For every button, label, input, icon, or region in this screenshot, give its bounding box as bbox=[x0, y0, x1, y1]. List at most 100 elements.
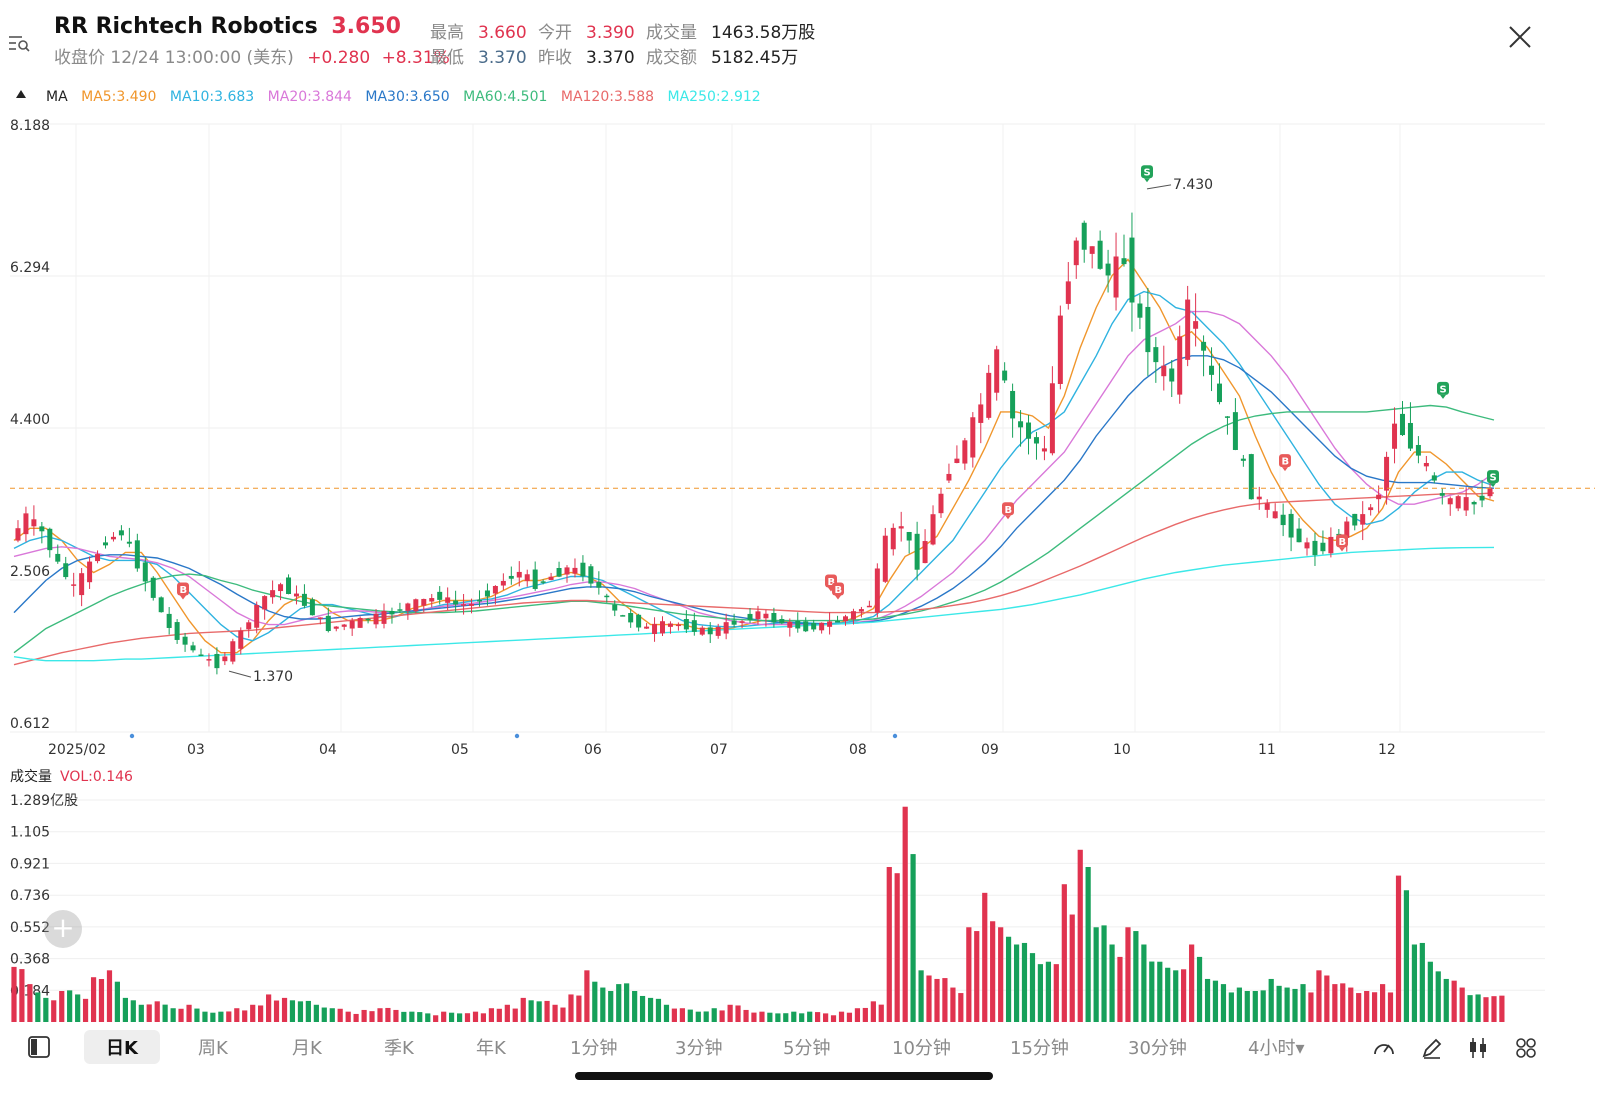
volume-bar bbox=[43, 997, 49, 1022]
candle bbox=[1423, 462, 1429, 467]
candle bbox=[39, 526, 45, 532]
search-list-icon[interactable] bbox=[8, 34, 30, 52]
volume-bar bbox=[783, 1013, 789, 1022]
volume-bar bbox=[480, 1013, 487, 1022]
candle bbox=[715, 627, 721, 636]
candle bbox=[63, 563, 69, 578]
volume-bar bbox=[966, 927, 972, 1022]
candle bbox=[373, 613, 379, 625]
period-tab[interactable]: 1分钟 bbox=[570, 1038, 618, 1059]
volume-bar bbox=[82, 998, 89, 1022]
buy-marker bbox=[1002, 502, 1014, 516]
candle bbox=[659, 621, 665, 634]
volume-bar bbox=[647, 997, 654, 1022]
volume-bar bbox=[838, 1011, 845, 1022]
candle bbox=[301, 593, 307, 606]
volume-bar bbox=[98, 979, 105, 1022]
volume-bar bbox=[1005, 936, 1012, 1022]
candle bbox=[182, 636, 188, 645]
volume-bar bbox=[1395, 875, 1402, 1022]
period-tab[interactable]: 30分钟 bbox=[1128, 1038, 1187, 1059]
volume-bar bbox=[711, 1008, 717, 1022]
add-indicator-button[interactable]: + bbox=[44, 910, 82, 948]
ma30-value: MA30:3.650 bbox=[365, 89, 450, 105]
x-tick-label: 05 bbox=[451, 742, 469, 758]
period-tab[interactable]: 季K bbox=[384, 1038, 414, 1059]
period-tab[interactable]: 周K bbox=[198, 1038, 228, 1059]
x-tick-label: 10 bbox=[1113, 742, 1131, 758]
volume-y-tick: 0.921 bbox=[10, 856, 50, 872]
stat-high: 最高 3.660 bbox=[430, 23, 527, 43]
volume-bar bbox=[687, 1009, 693, 1022]
sell-marker bbox=[1487, 470, 1499, 484]
layout-panel-icon[interactable] bbox=[28, 1036, 50, 1058]
candle bbox=[691, 620, 697, 632]
close-icon[interactable] bbox=[1505, 22, 1535, 52]
volume-bar bbox=[735, 1005, 741, 1022]
candle bbox=[532, 569, 538, 589]
volume-bar bbox=[385, 1007, 391, 1022]
period-tab[interactable]: 日K bbox=[84, 1030, 160, 1064]
period-tab[interactable]: 10分钟 bbox=[892, 1038, 951, 1059]
candle bbox=[819, 622, 825, 631]
candlestick-chart[interactable]: 8.188 6.294 4.400 2.506 0.612 2025/02 03 04 05 06… bbox=[0, 112, 1600, 764]
draw-pen-icon[interactable] bbox=[1420, 1036, 1444, 1060]
period-tab[interactable]: 4小时▾ bbox=[1248, 1038, 1305, 1059]
buy-marker bbox=[832, 582, 844, 596]
grid-menu-icon[interactable] bbox=[1514, 1036, 1538, 1060]
candle bbox=[1216, 383, 1222, 403]
volume-bar bbox=[600, 987, 606, 1022]
candle bbox=[1304, 542, 1310, 549]
candle bbox=[755, 611, 761, 620]
candle bbox=[612, 604, 618, 611]
volume-bar bbox=[719, 1010, 725, 1022]
candle bbox=[556, 568, 562, 577]
period-tab[interactable]: 年K bbox=[476, 1038, 506, 1059]
volume-bar bbox=[1300, 984, 1306, 1022]
volume-bar bbox=[1013, 944, 1020, 1022]
ma250-value: MA250:2.912 bbox=[667, 89, 761, 105]
event-dot bbox=[129, 733, 135, 739]
volume-bar bbox=[1324, 975, 1330, 1022]
candle bbox=[118, 530, 124, 536]
candle bbox=[850, 611, 856, 620]
candle bbox=[214, 653, 220, 669]
volume-bar bbox=[632, 990, 638, 1022]
buy-marker bbox=[177, 582, 189, 596]
period-tab[interactable]: 月K bbox=[292, 1038, 322, 1059]
x-tick-label: 12 bbox=[1378, 742, 1396, 758]
volume-bar bbox=[337, 1008, 343, 1022]
y-tick-label: 6.294 bbox=[10, 260, 50, 276]
volume-bar bbox=[1069, 914, 1075, 1022]
candle bbox=[1185, 299, 1191, 360]
candle bbox=[1296, 528, 1302, 543]
candle-settings-icon[interactable] bbox=[1466, 1036, 1490, 1060]
ma-label[interactable]: MA bbox=[46, 89, 68, 105]
volume-bar bbox=[655, 998, 662, 1022]
candle bbox=[405, 603, 411, 611]
candle bbox=[95, 554, 101, 562]
volume-bar bbox=[584, 970, 590, 1022]
candle bbox=[413, 599, 419, 612]
volume-bar bbox=[1260, 990, 1266, 1022]
volume-bar bbox=[409, 1011, 415, 1022]
volume-bar bbox=[1427, 961, 1433, 1022]
candle bbox=[174, 622, 180, 640]
candle bbox=[1272, 511, 1278, 519]
period-tab[interactable]: 5分钟 bbox=[783, 1038, 831, 1059]
candle bbox=[572, 567, 578, 574]
volume-bar bbox=[592, 981, 598, 1022]
candle bbox=[103, 542, 109, 546]
ma120-line bbox=[13, 492, 1495, 666]
volume-bar bbox=[1403, 890, 1410, 1022]
ma-items: MA MA5:3.490 MA10:3.683 MA20:3.844 MA30:… bbox=[46, 89, 770, 105]
period-tab[interactable]: 15分钟 bbox=[1010, 1038, 1069, 1059]
annotation-leader bbox=[228, 670, 252, 678]
period-tab[interactable]: 3分钟 bbox=[675, 1038, 723, 1059]
collapse-arrow-icon[interactable] bbox=[16, 90, 26, 98]
volume-bar bbox=[464, 1013, 471, 1022]
stat-volume: 成交量 1463.58万股 bbox=[646, 23, 816, 43]
marker-label: B bbox=[835, 585, 843, 596]
speed-gauge-icon[interactable] bbox=[1372, 1036, 1396, 1060]
